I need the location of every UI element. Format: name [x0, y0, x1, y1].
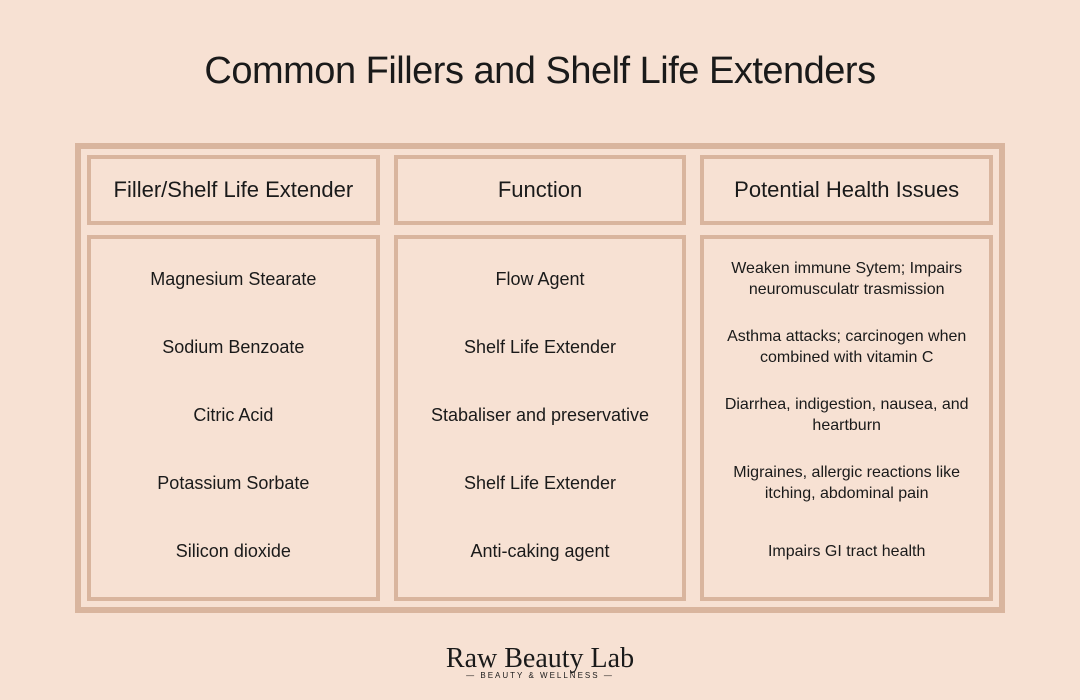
column-body-function: Flow Agent Shelf Life Extender Stabalise…: [394, 235, 687, 601]
table-cell: Silicon dioxide: [105, 531, 362, 573]
table-cell: Diarrhea, indigestion, nausea, and heart…: [718, 395, 975, 437]
table-cell: Potassium Sorbate: [105, 463, 362, 505]
fillers-table: Filler/Shelf Life Extender Magnesium Ste…: [75, 143, 1005, 613]
column-body-issues: Weaken immune Sytem; Impairs neuromuscul…: [700, 235, 993, 601]
brand-tagline: — BEAUTY & WELLNESS —: [446, 671, 634, 680]
table-cell: Migraines, allergic reactions like itchi…: [718, 463, 975, 505]
table-cell: Shelf Life Extender: [412, 463, 669, 505]
table-cell: Sodium Benzoate: [105, 327, 362, 369]
table-cell: Flow Agent: [412, 259, 669, 301]
page-title: Common Fillers and Shelf Life Extenders: [204, 50, 875, 93]
column-issues: Potential Health Issues Weaken immune Sy…: [700, 155, 993, 601]
column-header-issues: Potential Health Issues: [700, 155, 993, 225]
table-cell: Citric Acid: [105, 395, 362, 437]
column-header-function: Function: [394, 155, 687, 225]
table-cell: Shelf Life Extender: [412, 327, 669, 369]
table-cell: Weaken immune Sytem; Impairs neuromuscul…: [718, 259, 975, 301]
table-cell: Anti-caking agent: [412, 531, 669, 573]
table-cell: Impairs GI tract health: [718, 531, 975, 573]
infographic-container: Common Fillers and Shelf Life Extenders …: [0, 0, 1080, 700]
column-header-filler: Filler/Shelf Life Extender: [87, 155, 380, 225]
column-body-filler: Magnesium Stearate Sodium Benzoate Citri…: [87, 235, 380, 601]
brand-logo: Raw Beauty Lab — BEAUTY & WELLNESS —: [446, 643, 634, 680]
table-cell: Asthma attacks; carcinogen when combined…: [718, 327, 975, 369]
column-function: Function Flow Agent Shelf Life Extender …: [394, 155, 687, 601]
table-cell: Magnesium Stearate: [105, 259, 362, 301]
table-cell: Stabaliser and preservative: [412, 395, 669, 437]
column-filler: Filler/Shelf Life Extender Magnesium Ste…: [87, 155, 380, 601]
